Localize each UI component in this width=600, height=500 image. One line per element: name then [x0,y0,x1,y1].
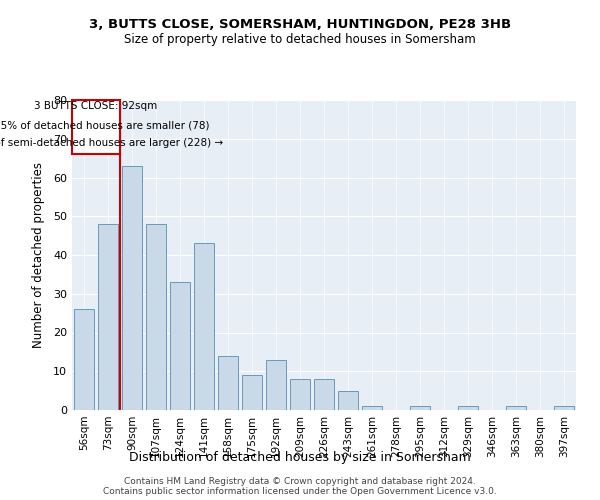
Text: ← 25% of detached houses are smaller (78): ← 25% of detached houses are smaller (78… [0,120,210,130]
Text: Contains HM Land Registry data © Crown copyright and database right 2024.: Contains HM Land Registry data © Crown c… [124,476,476,486]
Bar [266,360,286,410]
Bar [242,375,262,410]
Text: Size of property relative to detached houses in Somersham: Size of property relative to detached ho… [124,32,476,46]
Text: Contains public sector information licensed under the Open Government Licence v3: Contains public sector information licen… [103,486,497,496]
Bar [72,100,120,154]
Text: Distribution of detached houses by size in Somersham: Distribution of detached houses by size … [129,451,471,464]
Bar [146,224,166,410]
Bar [410,406,430,410]
Bar [338,390,358,410]
Bar [74,309,94,410]
Bar [290,379,310,410]
Text: 72% of semi-detached houses are larger (228) →: 72% of semi-detached houses are larger (… [0,138,224,148]
Bar [314,379,334,410]
Text: 3 BUTTS CLOSE: 92sqm: 3 BUTTS CLOSE: 92sqm [34,102,158,112]
Bar [194,244,214,410]
Bar [170,282,190,410]
Text: 3, BUTTS CLOSE, SOMERSHAM, HUNTINGDON, PE28 3HB: 3, BUTTS CLOSE, SOMERSHAM, HUNTINGDON, P… [89,18,511,30]
Bar [98,224,118,410]
Y-axis label: Number of detached properties: Number of detached properties [32,162,44,348]
Bar [122,166,142,410]
Bar [218,356,238,410]
Bar [554,406,574,410]
Bar [362,406,382,410]
Bar [458,406,478,410]
Bar [506,406,526,410]
